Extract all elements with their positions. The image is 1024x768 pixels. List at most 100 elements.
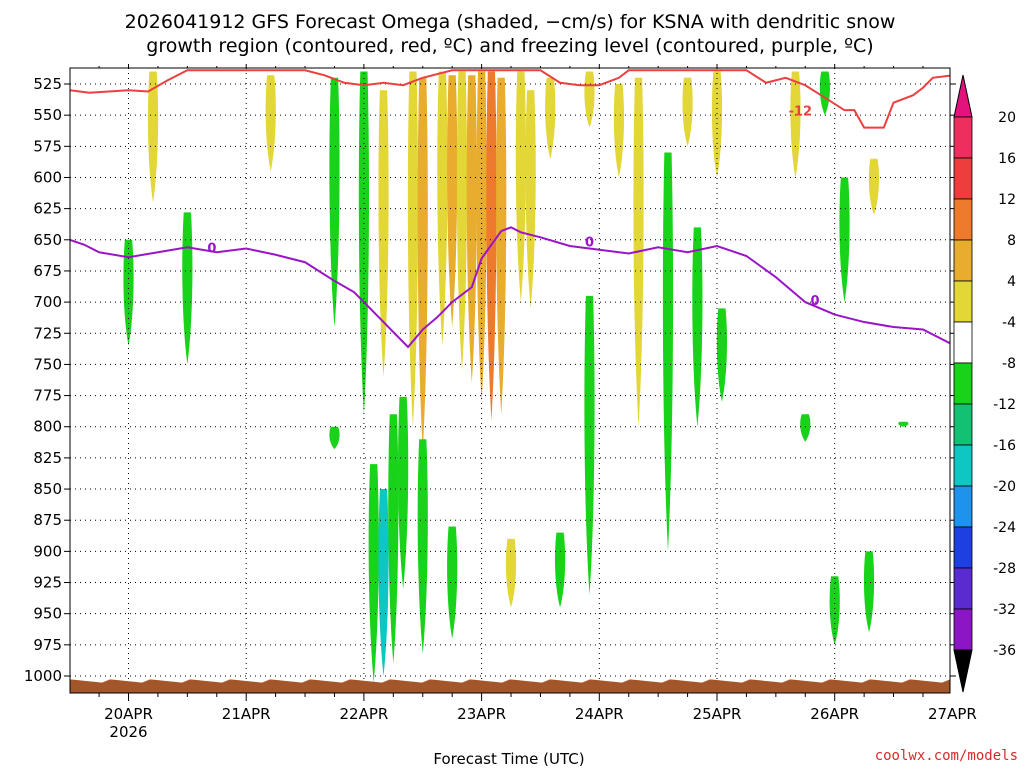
omega-low-streak xyxy=(554,532,566,608)
colorbar-swatch xyxy=(953,116,973,159)
freezing-level-label: 0 xyxy=(811,294,820,309)
x-axis-label: Forecast Time (UTC) xyxy=(433,750,584,768)
y-tick-label: 675 xyxy=(33,262,62,280)
omega-low-streak xyxy=(829,576,840,645)
omega-shading-streak xyxy=(147,71,159,203)
y-tick-label: 550 xyxy=(33,106,62,124)
colorbar-swatch xyxy=(953,321,973,364)
y-tick-label: 800 xyxy=(33,418,62,436)
x-tick-label: 23APR xyxy=(457,705,506,723)
x-tick-label: 27APR xyxy=(928,705,977,723)
omega-shading-streak xyxy=(819,71,830,116)
colorbar-label: -28 xyxy=(993,561,1016,577)
colorbar-label: -8 xyxy=(1002,356,1016,372)
omega-low-streak xyxy=(584,295,595,595)
omega-shading-streak xyxy=(790,71,801,178)
chart-title-line-2: growth region (contoured, red, ºC) and f… xyxy=(146,35,873,57)
y-tick-label: 825 xyxy=(33,449,62,467)
colorbar-bottom-arrow xyxy=(953,649,973,693)
y-tick-label: 750 xyxy=(33,355,62,373)
omega-low-streak xyxy=(123,239,134,346)
omega-low-streak xyxy=(329,426,340,450)
omega-low-streak xyxy=(662,152,674,552)
colorbar-label: -32 xyxy=(993,602,1016,618)
omega-shading-streak xyxy=(525,90,536,309)
colorbar-swatch xyxy=(953,567,973,610)
freezing-level-contour xyxy=(70,226,950,349)
colorbar-label: 8 xyxy=(1007,233,1016,249)
omega-shading-streak xyxy=(329,77,340,328)
colorbar-swatch xyxy=(953,444,973,487)
y-tick-label: 700 xyxy=(33,293,62,311)
y-tick-label: 925 xyxy=(33,574,62,592)
omega-shading-streak xyxy=(613,84,625,178)
colorbar-label: 12 xyxy=(998,192,1016,208)
y-tick-label: 900 xyxy=(33,542,62,560)
omega-shading-streak xyxy=(417,77,428,452)
freezing-level-label: 0 xyxy=(207,242,216,257)
colorbar-label: -20 xyxy=(993,479,1016,495)
omega-shading-streak xyxy=(358,71,369,415)
axes: 525 550 575 600 625 650 675 700 725 750 775 800 825 8… xyxy=(24,64,977,741)
omega-shading-streak xyxy=(711,71,723,178)
omega-shading-streak xyxy=(545,77,556,159)
omega-low-streak xyxy=(398,396,409,589)
x-tick-label: 22APR xyxy=(339,705,388,723)
omega-low-streak xyxy=(368,464,379,683)
omega-low-streak xyxy=(447,526,458,639)
x-tick-sublabel: 2026 xyxy=(109,723,147,741)
omega-low-streak xyxy=(417,439,428,654)
freezing-level-label: 0 xyxy=(585,235,594,250)
chart-title-line-1: 2026041912 GFS Forecast Omega (shaded, −… xyxy=(125,11,896,33)
x-tick-label: 26APR xyxy=(810,705,859,723)
omega-shading-streak xyxy=(265,75,276,172)
x-tick-label: 21APR xyxy=(222,705,271,723)
omega-shading-streak xyxy=(868,158,880,215)
omega-low-streak xyxy=(863,551,875,633)
omega-shading-streak xyxy=(496,77,507,415)
omega-shading-streak xyxy=(447,75,458,328)
omega-shading-streak xyxy=(987,72,997,103)
omega-low-streak xyxy=(182,212,193,365)
omega-low-streak xyxy=(378,489,389,676)
y-tick-label: 625 xyxy=(33,200,62,218)
y-tick-label: 650 xyxy=(33,231,62,249)
omega-shading-streak xyxy=(839,177,850,303)
colorbar-label: -16 xyxy=(993,438,1016,454)
omega-low-streak xyxy=(505,538,517,608)
omega-low-streak xyxy=(800,414,811,442)
plot-area: 0000-12-12 xyxy=(70,68,997,693)
omega-shading-streak xyxy=(456,71,468,371)
y-tick-label: 1000 xyxy=(24,667,62,685)
credit-label: coolwx.com/models xyxy=(875,748,1018,764)
y-tick-label: 950 xyxy=(33,605,62,623)
omega-shading-streak xyxy=(515,71,526,303)
colorbar-swatch xyxy=(953,239,973,282)
y-tick-label: 525 xyxy=(33,75,62,93)
colorbar-label: -12 xyxy=(993,397,1016,413)
y-tick-label: 875 xyxy=(33,511,62,529)
colorbar-label: 16 xyxy=(998,151,1016,167)
colorbar-label: 4 xyxy=(1007,274,1016,290)
colorbar-swatch xyxy=(953,198,973,241)
colorbar-label: -4 xyxy=(1002,315,1016,331)
omega-shading-streak xyxy=(682,77,693,147)
colorbar-swatch xyxy=(953,280,973,323)
y-tick-label: 975 xyxy=(33,636,62,654)
omega-shading-streak xyxy=(407,71,419,427)
colorbar-swatch xyxy=(953,608,973,651)
x-tick-label: 25APR xyxy=(693,705,742,723)
x-tick-label: 20APR xyxy=(104,705,153,723)
colorbar-swatch xyxy=(953,403,973,446)
omega-low-streak xyxy=(716,308,728,402)
dendritic-region-label: -12 xyxy=(789,104,813,119)
dendritic-growth-contour xyxy=(70,69,950,129)
omega-shading-streak xyxy=(584,71,595,128)
omega-shading-streak xyxy=(466,75,477,384)
y-tick-label: 600 xyxy=(33,168,62,186)
colorbar: 20 16 12 8 4 -4 -8 -12 -16 -20 -24 -28 -32 -36 xyxy=(953,74,1016,693)
colorbar-top-arrow xyxy=(953,74,973,118)
colorbar-label: 20 xyxy=(998,110,1016,126)
omega-low-streak xyxy=(388,414,399,664)
